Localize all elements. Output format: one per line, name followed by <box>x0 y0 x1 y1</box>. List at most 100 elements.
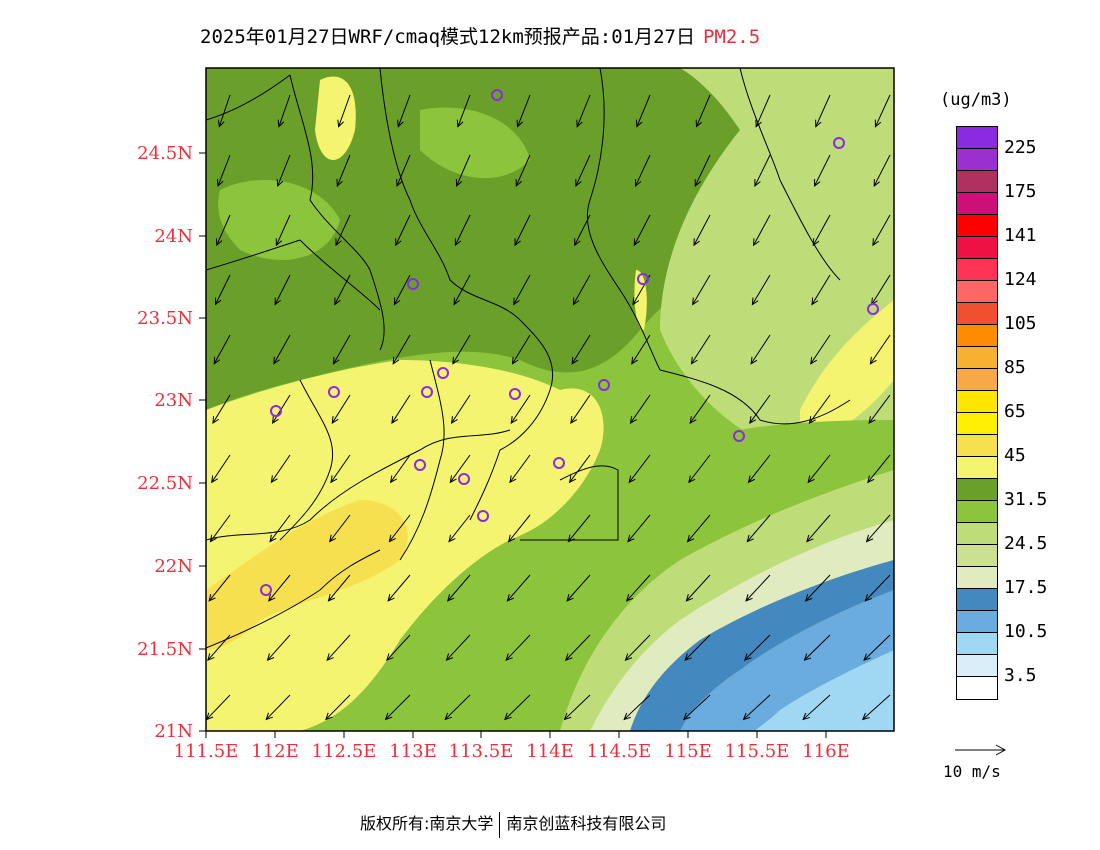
wind-vectors <box>206 94 891 721</box>
wind-arrow <box>631 334 651 365</box>
wind-arrow <box>567 514 591 542</box>
wind-arrow-head <box>571 356 579 365</box>
wind-arrow-head <box>388 534 396 543</box>
wind-arrow <box>806 514 831 542</box>
wind-arrow <box>278 94 291 127</box>
wind-arrow <box>452 334 471 365</box>
wind-arrow <box>269 514 291 542</box>
wind-arrow-head <box>212 416 220 425</box>
wind-arrow-head <box>270 475 278 484</box>
wind-arrow <box>692 274 711 305</box>
wind-arrow <box>569 454 591 483</box>
wind-arrow-head <box>575 178 582 187</box>
wind-arrow-head <box>337 119 344 128</box>
wind-arrow-head <box>868 416 876 424</box>
copyright-right: 南京创蓝科技有限公司 <box>506 814 667 833</box>
station-marker <box>421 386 433 398</box>
wind-arrow-head <box>276 178 284 188</box>
wind-arrow-head <box>815 119 822 128</box>
lat-tick-label: 24N <box>154 226 193 247</box>
wind-arrow-head <box>743 653 752 661</box>
wind-arrow <box>571 334 591 365</box>
colorbar-cell <box>957 501 997 523</box>
wind-arrow-head <box>395 238 402 247</box>
wind-arrow <box>451 394 471 424</box>
wind-arrow-head <box>217 119 225 128</box>
wind-arrow-head <box>749 416 757 424</box>
station-marker <box>598 379 610 391</box>
wind-arrow <box>867 454 891 483</box>
wind-arrow <box>633 214 651 246</box>
title-text: 2025年01月27日WRF/cmaq模式12km预报产品:01月27日 <box>200 26 695 48</box>
wind-arrow-head <box>515 178 522 188</box>
wind-arrow-head <box>272 416 279 425</box>
colorbar-label: 45 <box>1004 445 1026 466</box>
wind-arrow <box>754 154 771 187</box>
wind-arrow <box>336 154 351 187</box>
wind-arrow-head <box>633 238 641 247</box>
wind-arrow <box>449 454 471 483</box>
wind-arrow-head <box>391 416 399 425</box>
wind-arrow <box>750 334 771 365</box>
wind-arrow-head <box>690 356 698 365</box>
wind-arrow <box>689 394 711 424</box>
colorbar-cell <box>957 171 997 193</box>
wind-arrow <box>213 334 231 365</box>
wind-arrow <box>394 274 411 305</box>
colorbar-cell <box>957 149 997 171</box>
wind-arrow <box>508 514 531 542</box>
wind-arrow-head <box>506 593 515 602</box>
colorbar-cell <box>957 127 997 149</box>
map-title: 2025年01月27日WRF/cmaq模式12km预报产品:01月27日 PM2.… <box>200 22 760 49</box>
lon-tick-label: 112.5E <box>312 741 377 762</box>
wind-arrow-head <box>576 119 583 128</box>
wind-arrow-head <box>695 119 703 128</box>
field-blue-dark <box>630 560 894 731</box>
wind-arrow-head <box>389 475 398 484</box>
wind-arrow <box>623 694 651 720</box>
wind-arrow-head <box>806 534 814 543</box>
wind-arrow-head <box>874 119 882 128</box>
wind-arrow <box>207 634 231 661</box>
colorbar-label: 85 <box>1004 357 1026 378</box>
colorbar-cell <box>957 633 997 655</box>
wind-arrow <box>810 334 831 365</box>
copyright-left: 版权所有:南京大学 <box>360 814 494 833</box>
wind-arrow <box>510 394 531 424</box>
lon-tick-label: 112E <box>251 741 299 762</box>
monitoring-stations <box>260 89 879 596</box>
colorbar-cell <box>957 325 997 347</box>
wind-arrow-head <box>215 238 223 247</box>
wind-arrow-head <box>386 653 394 662</box>
colorbar-label: 17.5 <box>1004 577 1048 598</box>
field-light-green-sea <box>560 470 894 731</box>
wind-arrow-head <box>811 297 819 306</box>
wind-arrow-head <box>808 416 816 424</box>
wind-arrow <box>335 214 351 246</box>
field-pale-green <box>590 520 894 731</box>
wind-arrow-head <box>330 475 338 484</box>
wind-arrow-head <box>686 534 695 543</box>
wind-arrow-head <box>513 297 520 306</box>
wind-arrow-head <box>266 653 275 662</box>
pm25-field <box>206 68 894 731</box>
legend-unit: (ug/m3) <box>940 90 1012 110</box>
colorbar-label: 124 <box>1004 269 1037 290</box>
wind-arrow <box>277 154 291 187</box>
lat-tick-label: 24.5N <box>137 143 193 164</box>
wind-arrow <box>755 94 771 127</box>
wind-arrow-head <box>745 594 753 602</box>
wind-arrow <box>683 694 711 720</box>
colorbar-cell <box>957 281 997 303</box>
station-marker <box>458 473 470 485</box>
wind-arrow-head <box>335 238 342 247</box>
wind-arrow-head <box>211 475 218 484</box>
wind-arrow-head <box>331 416 339 425</box>
colorbar-label: 10.5 <box>1004 621 1048 642</box>
wind-arrow-head <box>864 594 873 602</box>
wind-arrow-head <box>804 594 813 602</box>
wind-arrow <box>625 634 651 661</box>
colorbar-cell <box>957 479 997 501</box>
station-marker <box>260 584 272 596</box>
